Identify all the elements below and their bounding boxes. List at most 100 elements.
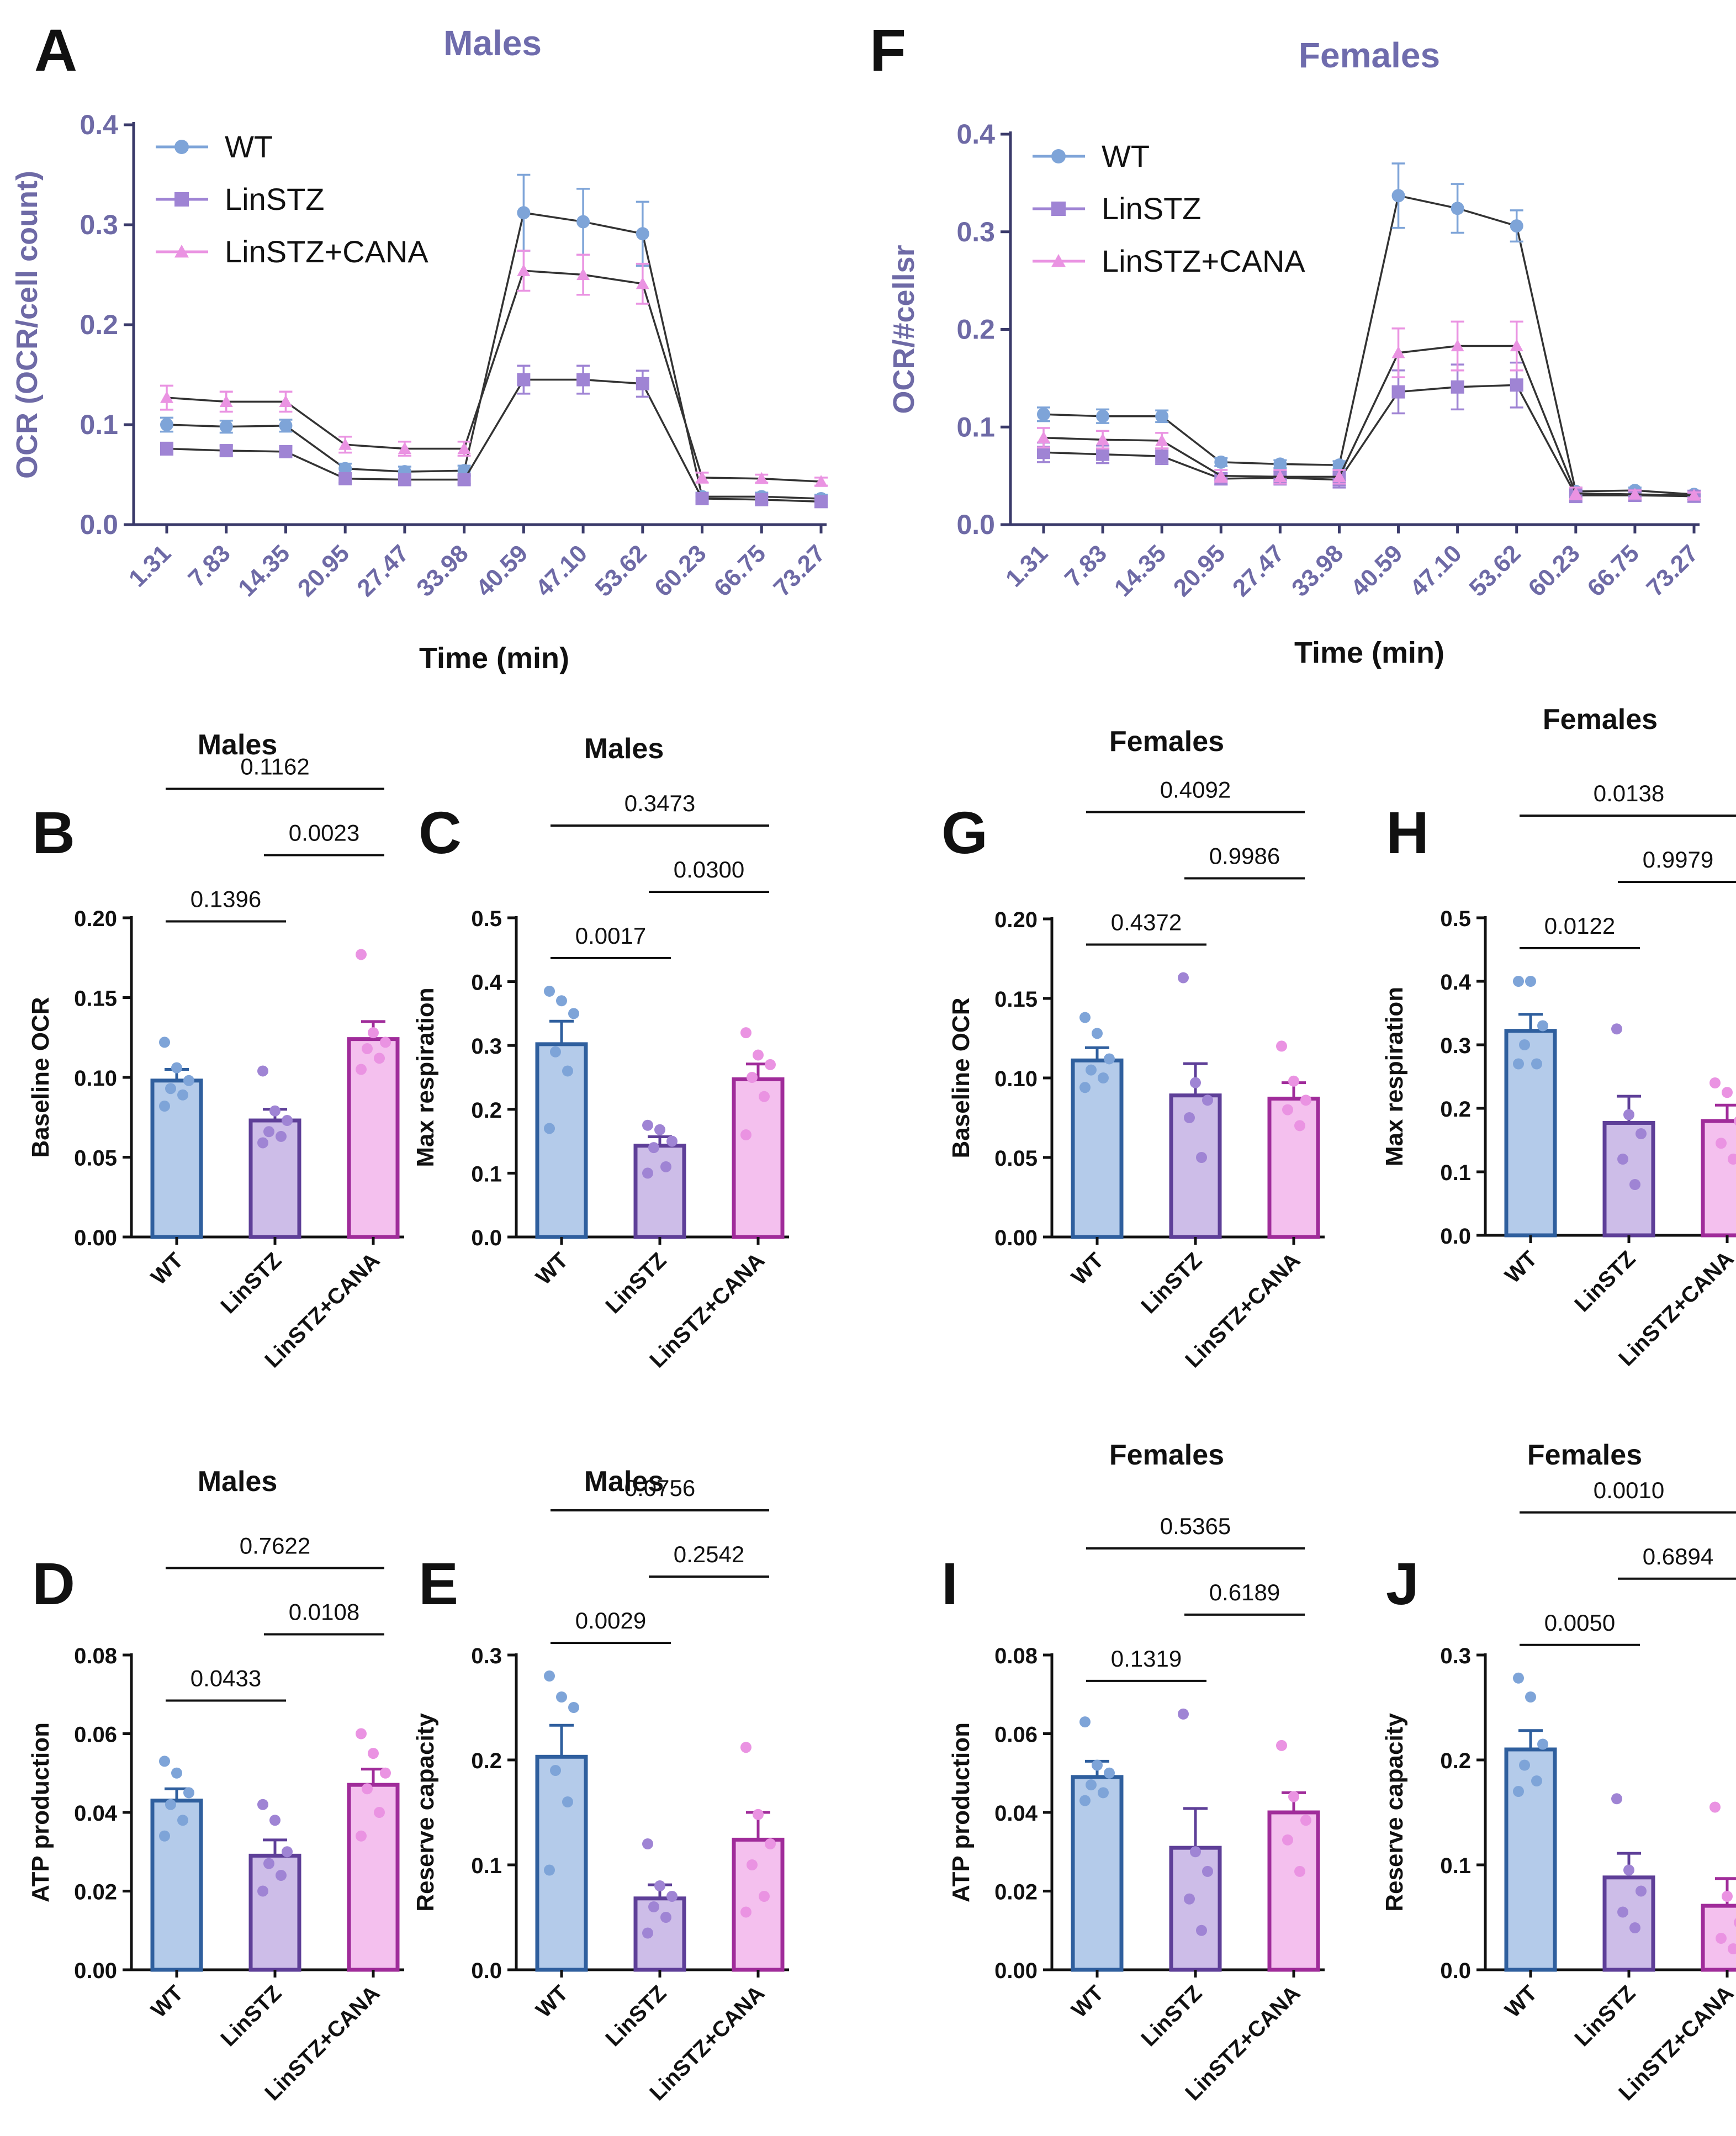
- data-point-cana: [362, 1043, 373, 1054]
- data-point-lin: [257, 1065, 268, 1077]
- data-point-wt: [1531, 1775, 1542, 1786]
- x-tick-label-A: 20.95: [293, 540, 355, 602]
- y-tick-label-J: 0.1: [1440, 1854, 1471, 1878]
- data-point-cana: [174, 245, 189, 258]
- data-point-lin: [282, 1846, 293, 1858]
- legend-label-wt: WT: [225, 129, 273, 164]
- data-point-wt: [544, 1864, 555, 1876]
- data-point-cana: [740, 1742, 751, 1753]
- data-point-wt: [177, 1815, 188, 1826]
- data-point-cana: [374, 1053, 385, 1064]
- x-tick-label-H: WT: [1500, 1246, 1542, 1288]
- data-point-lin: [1617, 1154, 1628, 1165]
- x-tick-label-B: WT: [146, 1248, 188, 1289]
- data-point-wt: [159, 1756, 170, 1767]
- x-tick-label-F: 60.23: [1523, 540, 1585, 602]
- x-tick-label-B: LinSTZ: [216, 1248, 286, 1318]
- x-tick-label-F: 20.95: [1168, 540, 1231, 602]
- legend-label-cana: LinSTZ+CANA: [225, 234, 428, 269]
- panel-letter-C: C: [419, 799, 462, 866]
- chart-G: G Females 0.00 0.05 0.10 0.15 0.20 Baseline OCR…: [941, 726, 1325, 1372]
- data-point-cana: [517, 264, 531, 276]
- y-tick-label-A: 0.1: [80, 409, 118, 440]
- data-point-cana: [1276, 1740, 1287, 1751]
- y-axis-label-G: Baseline OCR: [948, 998, 975, 1159]
- x-tick-label-F: 27.47: [1227, 540, 1290, 602]
- data-point-wt: [1098, 1787, 1109, 1799]
- data-point-lin: [660, 1161, 671, 1172]
- pvalue-label-G: 0.9986: [1209, 843, 1280, 869]
- data-point-cana: [219, 395, 233, 407]
- data-point-wt: [1519, 1759, 1530, 1771]
- panel-letter-D: D: [32, 1550, 75, 1617]
- data-point-cana: [755, 472, 769, 484]
- pvalue-label-I: 0.6189: [1209, 1579, 1280, 1605]
- data-point-cana: [1300, 1815, 1311, 1826]
- data-point-lin: [1190, 1077, 1201, 1088]
- data-point-lin: [1451, 380, 1464, 394]
- data-point-lin: [636, 377, 649, 390]
- x-tick-label-D: WT: [146, 1981, 188, 2022]
- legend-label-cana: LinSTZ+CANA: [1102, 244, 1305, 278]
- data-point-wt: [1531, 1058, 1542, 1070]
- data-point-cana: [759, 1091, 770, 1102]
- data-point-wt: [1079, 1795, 1091, 1806]
- x-tick-label-F: 47.10: [1405, 540, 1467, 602]
- data-point-wt: [544, 985, 555, 997]
- y-tick-label-C: 0.2: [471, 1098, 502, 1123]
- chart-H: H Females 0.0 0.1 0.2 0.3 0.4 0.5 Max respiratio…: [1381, 704, 1736, 1371]
- y-axis-label-A: OCR (OCR/cell count): [10, 171, 44, 479]
- data-point-lin: [642, 1119, 653, 1131]
- data-point-lin: [269, 1815, 280, 1826]
- y-tick-label-A: 0.3: [80, 209, 118, 240]
- data-point-wt: [1079, 1012, 1091, 1023]
- data-point-lin: [263, 1858, 274, 1869]
- data-point-wt: [1513, 1786, 1524, 1797]
- x-axis-label-F: Time (min): [1294, 636, 1444, 669]
- data-point-cana: [1332, 470, 1346, 482]
- pvalue-label-G: 0.4372: [1111, 910, 1182, 935]
- data-point-cana: [1037, 431, 1050, 443]
- y-tick-label-H: 0.5: [1440, 907, 1471, 931]
- data-point-wt: [1214, 455, 1228, 469]
- y-tick-label-D: 0.08: [74, 1644, 117, 1668]
- data-point-lin: [1184, 1893, 1195, 1905]
- data-point-lin: [666, 1135, 678, 1147]
- data-point-wt: [1051, 149, 1066, 163]
- chart-I: I Females 0.00 0.02 0.04 0.06 0.08 ATP producti…: [941, 1439, 1325, 2105]
- data-point-cana: [1214, 469, 1228, 482]
- data-point-wt: [1092, 1028, 1103, 1039]
- y-tick-label-C: 0.1: [471, 1162, 502, 1186]
- pvalue-label-D: 0.0108: [289, 1599, 359, 1625]
- chart-title-B: Males: [198, 729, 278, 761]
- data-point-lin: [1623, 1109, 1634, 1120]
- bar-lin: [1602, 1120, 1655, 1238]
- panel-letter-B: B: [32, 799, 75, 866]
- data-point-cana: [1096, 433, 1110, 445]
- data-point-cana: [1282, 1104, 1293, 1115]
- y-tick-label-G: 0.20: [994, 908, 1038, 932]
- data-point-lin: [1510, 378, 1523, 392]
- x-tick-label-D: LinSTZ: [216, 1981, 286, 2051]
- data-point-wt: [1037, 408, 1050, 421]
- data-point-wt: [1273, 457, 1287, 471]
- data-point-wt: [517, 206, 531, 220]
- pvalue-label-G: 0.4092: [1160, 777, 1231, 803]
- x-tick-label-E: WT: [531, 1981, 573, 2022]
- y-tick-label-C: 0.4: [471, 971, 502, 995]
- bar-lin: [1169, 1846, 1222, 1972]
- chart-D: D Males 0.00 0.02 0.04 0.06 0.08 ATP production…: [27, 1466, 404, 2105]
- data-point-wt: [1513, 1058, 1524, 1070]
- data-point-wt: [1537, 1020, 1548, 1032]
- pvalue-label-I: 0.1319: [1111, 1646, 1182, 1672]
- data-point-lin: [648, 1901, 659, 1912]
- data-point-wt: [1104, 1767, 1115, 1779]
- data-point-cana: [380, 1767, 391, 1779]
- data-point-wt: [160, 418, 173, 431]
- data-point-lin: [282, 1115, 293, 1127]
- panel-letter-E: E: [419, 1550, 458, 1617]
- pvalue-label-B: 0.0023: [289, 819, 359, 845]
- y-tick-label-A: 0.4: [80, 109, 118, 140]
- y-tick-label-E: 0.0: [471, 1959, 502, 1983]
